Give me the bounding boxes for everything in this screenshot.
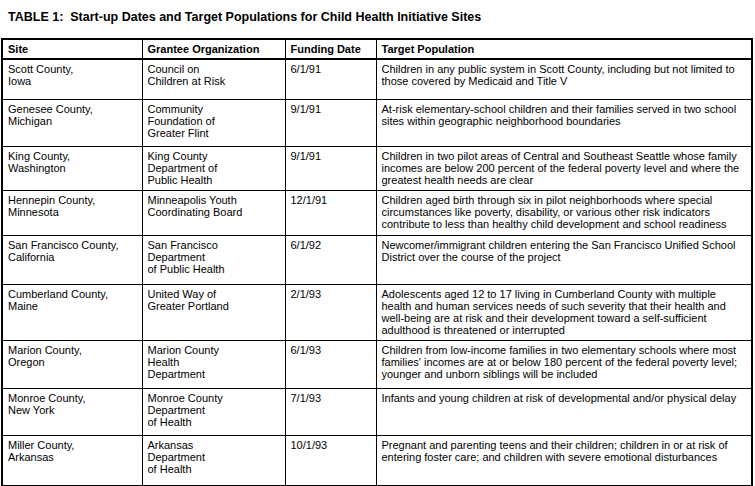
- cell-site: Miller County, Arkansas: [2, 435, 142, 486]
- cell-site: Cumberland County, Maine: [2, 284, 142, 340]
- col-header-target-population: Target Population: [376, 39, 752, 59]
- cell-target-population: At-risk elementary-school children and t…: [376, 99, 752, 146]
- cell-funding-date: 12/1/91: [285, 190, 376, 235]
- cell-target-population: Children in two pilot areas of Central a…: [376, 146, 752, 190]
- table-row: Hennepin County, Minnesota Minneapolis Y…: [2, 190, 752, 235]
- cell-grantee: Marion County Health Department: [142, 340, 285, 388]
- cell-funding-date: 9/1/91: [285, 146, 376, 190]
- col-header-funding-date: Funding Date: [285, 39, 376, 59]
- table-row: Marion County, Oregon Marion County Heal…: [2, 340, 752, 388]
- cell-site: San Francisco County, California: [2, 235, 142, 284]
- col-header-site: Site: [2, 39, 142, 59]
- table-title: TABLE 1: Start-up Dates and Target Popul…: [8, 10, 755, 24]
- cell-grantee: San Francisco Department of Public Healt…: [142, 235, 285, 284]
- table-header-row: Site Grantee Organization Funding Date T…: [2, 39, 752, 59]
- table-row: Cumberland County, Maine United Way of G…: [2, 284, 752, 340]
- cell-funding-date: 9/1/91: [285, 99, 376, 146]
- table-row: San Francisco County, California San Fra…: [2, 235, 752, 284]
- cell-site: Marion County, Oregon: [2, 340, 142, 388]
- cell-grantee: Minneapolis Youth Coordinating Board: [142, 190, 285, 235]
- cell-grantee: Monroe County Department of Health: [142, 388, 285, 435]
- cell-target-population: Pregnant and parenting teens and their c…: [376, 435, 752, 486]
- cell-grantee: Community Foundation of Greater Flint: [142, 99, 285, 146]
- cell-funding-date: 6/1/93: [285, 340, 376, 388]
- cell-funding-date: 7/1/93: [285, 388, 376, 435]
- document-page: TABLE 1: Start-up Dates and Target Popul…: [0, 0, 755, 486]
- table-row: Miller County, Arkansas Arkansas Departm…: [2, 435, 752, 486]
- cell-grantee: United Way of Greater Portland: [142, 284, 285, 340]
- cell-grantee: King County Department of Public Health: [142, 146, 285, 190]
- cell-target-population: Children from low-income families in two…: [376, 340, 752, 388]
- cell-target-population: Children in any public system in Scott C…: [376, 59, 752, 99]
- table-row: Scott County, Iowa Council on Children a…: [2, 59, 752, 99]
- sites-table: Site Grantee Organization Funding Date T…: [1, 38, 753, 486]
- cell-funding-date: 10/1/93: [285, 435, 376, 486]
- cell-grantee: Arkansas Department of Health: [142, 435, 285, 486]
- cell-grantee: Council on Children at Risk: [142, 59, 285, 99]
- cell-site: Scott County, Iowa: [2, 59, 142, 99]
- cell-funding-date: 6/1/92: [285, 235, 376, 284]
- cell-funding-date: 6/1/91: [285, 59, 376, 99]
- cell-funding-date: 2/1/93: [285, 284, 376, 340]
- cell-target-population: Infants and young children at risk of de…: [376, 388, 752, 435]
- cell-target-population: Newcomer/immigrant children entering the…: [376, 235, 752, 284]
- cell-site: Hennepin County, Minnesota: [2, 190, 142, 235]
- table-row: Genesee County, Michigan Community Found…: [2, 99, 752, 146]
- table-row: King County, Washington King County Depa…: [2, 146, 752, 190]
- col-header-grantee-organization: Grantee Organization: [142, 39, 285, 59]
- cell-site: Monroe County, New York: [2, 388, 142, 435]
- cell-target-population: Adolescents aged 12 to 17 living in Cumb…: [376, 284, 752, 340]
- cell-target-population: Children aged birth through six in pilot…: [376, 190, 752, 235]
- table-row: Monroe County, New York Monroe County De…: [2, 388, 752, 435]
- cell-site: King County, Washington: [2, 146, 142, 190]
- cell-site: Genesee County, Michigan: [2, 99, 142, 146]
